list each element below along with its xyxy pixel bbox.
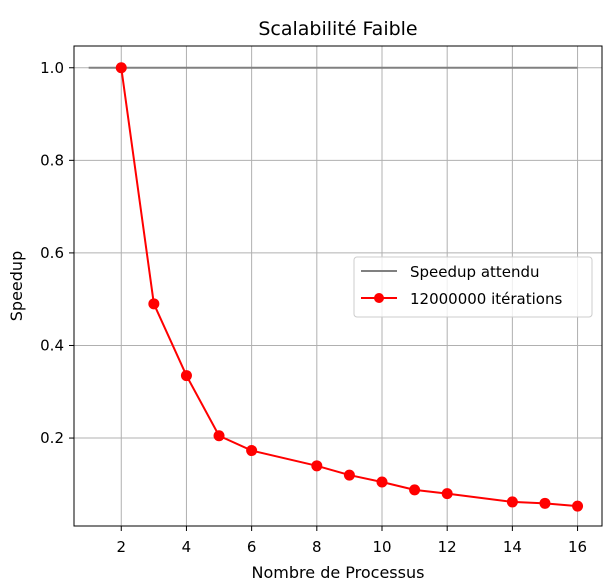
y-tick-label: 0.2 — [40, 429, 64, 447]
iterations-point — [343, 469, 355, 481]
x-tick-label: 8 — [312, 538, 322, 556]
iterations-point — [376, 476, 388, 488]
iterations-point — [409, 484, 421, 496]
iterations-point — [213, 430, 225, 442]
x-tick-label: 6 — [247, 538, 257, 556]
y-tick-label: 1.0 — [40, 59, 64, 77]
x-tick-label: 10 — [372, 538, 391, 556]
iterations-point — [148, 298, 160, 310]
plot-area — [88, 62, 584, 512]
iterations-point — [441, 488, 453, 500]
legend-marker-iterations — [374, 293, 384, 303]
iterations-point — [180, 370, 192, 382]
chart-title: Scalabilité Faible — [258, 18, 417, 40]
iterations-point — [506, 496, 518, 508]
legend-label-speedup-attendu: Speedup attendu — [410, 263, 540, 281]
y-tick-label: 0.6 — [40, 244, 64, 262]
y-tick-label: 0.8 — [40, 151, 64, 169]
legend-box — [353, 256, 593, 318]
iterations-point — [572, 500, 584, 512]
x-tick-label: 12 — [438, 538, 457, 556]
iterations-point — [115, 62, 127, 74]
y-axis: 0.2 0.4 0.6 0.8 1.0 — [40, 59, 74, 447]
x-tick-label: 14 — [503, 538, 522, 556]
x-axis-label: Nombre de Processus — [252, 563, 425, 582]
y-tick-label: 0.4 — [40, 336, 64, 354]
iterations-point — [311, 460, 323, 472]
x-axis: 2 4 6 8 10 12 14 16 — [116, 526, 587, 556]
x-tick-label: 4 — [182, 538, 192, 556]
iterations-point — [246, 445, 258, 457]
x-tick-label: 16 — [568, 538, 587, 556]
iterations-point — [539, 497, 551, 509]
legend: Speedup attendu 12000000 itérations — [353, 256, 593, 318]
x-tick-label: 2 — [116, 538, 126, 556]
y-axis-label: Speedup — [7, 251, 26, 321]
legend-label-iterations: 12000000 itérations — [410, 290, 562, 308]
axes-frame — [73, 45, 603, 527]
